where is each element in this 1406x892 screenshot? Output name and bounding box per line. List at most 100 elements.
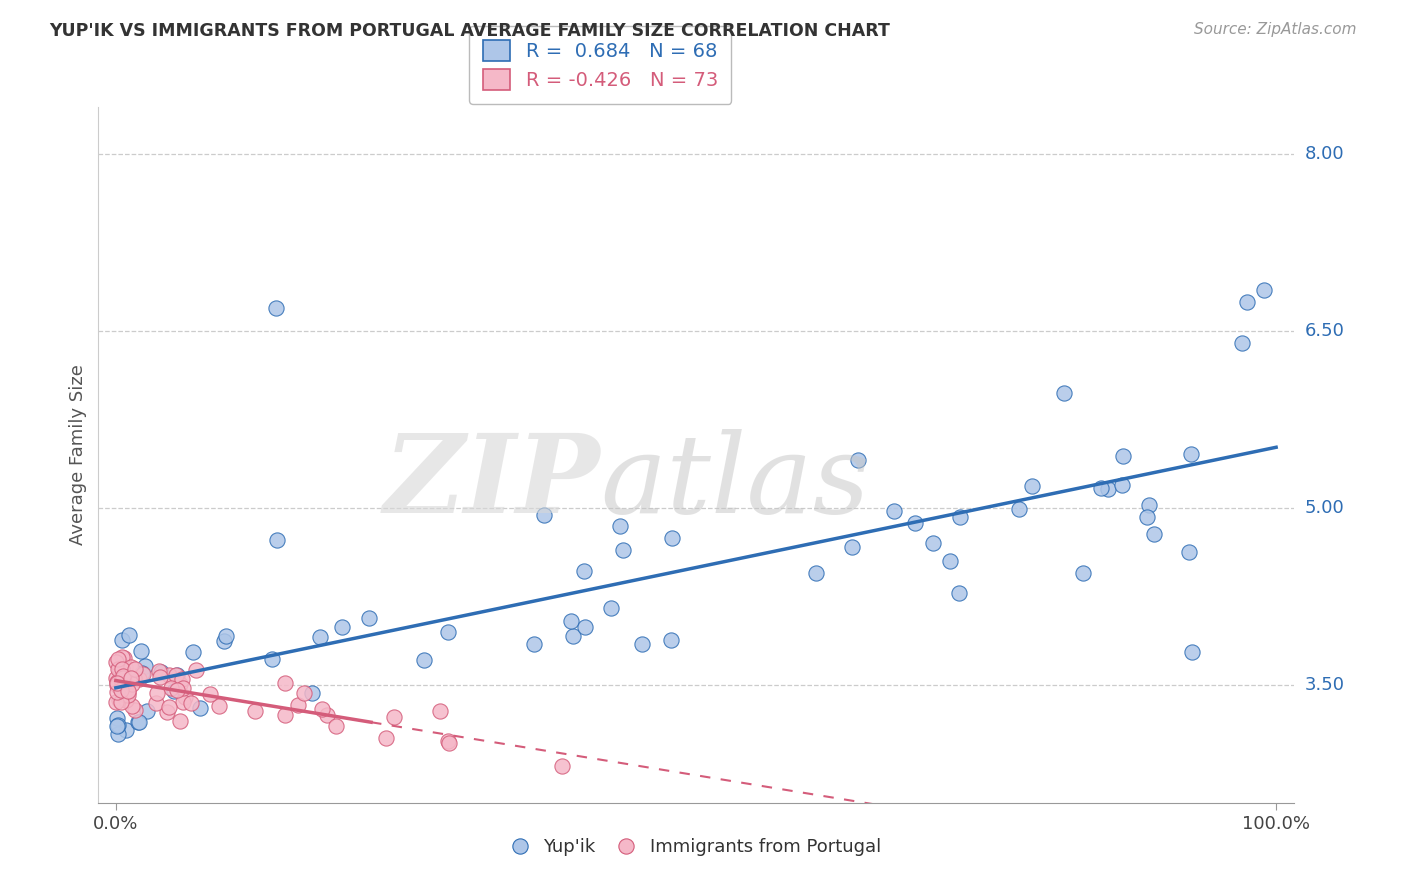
- Point: [949, 509, 972, 524]
- Point: [114, 693, 136, 707]
- Point: [1053, 386, 1076, 401]
- Point: [208, 698, 231, 713]
- Point: [169, 714, 191, 728]
- Point: [120, 660, 142, 674]
- Point: [117, 688, 139, 702]
- Point: [105, 677, 128, 691]
- Point: [325, 719, 347, 733]
- Point: [134, 659, 156, 673]
- Text: atlas: atlas: [600, 429, 870, 536]
- Point: [551, 759, 574, 773]
- Point: [114, 688, 136, 702]
- Point: [105, 719, 128, 733]
- Point: [1181, 645, 1204, 659]
- Point: [1177, 545, 1199, 559]
- Point: [107, 679, 129, 693]
- Point: [883, 503, 905, 517]
- Point: [105, 671, 128, 685]
- Text: Source: ZipAtlas.com: Source: ZipAtlas.com: [1194, 22, 1357, 37]
- Point: [156, 705, 179, 719]
- Point: [112, 687, 135, 701]
- Point: [939, 554, 962, 568]
- Point: [562, 629, 585, 643]
- Point: [117, 685, 139, 699]
- Point: [149, 670, 172, 684]
- Point: [107, 675, 129, 690]
- Point: [172, 681, 194, 696]
- Text: ZIP: ZIP: [384, 429, 600, 536]
- Point: [114, 660, 136, 674]
- Point: [105, 676, 128, 690]
- Point: [110, 683, 132, 698]
- Point: [301, 686, 323, 700]
- Point: [163, 683, 186, 698]
- Point: [359, 611, 381, 625]
- Point: [111, 662, 134, 676]
- Point: [1137, 498, 1160, 512]
- Point: [110, 695, 132, 709]
- Text: 8.00: 8.00: [1305, 145, 1344, 163]
- Point: [198, 687, 221, 701]
- Point: [111, 632, 134, 647]
- Point: [245, 704, 267, 718]
- Point: [170, 673, 193, 687]
- Point: [1112, 450, 1135, 464]
- Point: [1136, 510, 1159, 524]
- Point: [903, 516, 925, 530]
- Point: [117, 683, 139, 698]
- Point: [112, 668, 135, 682]
- Point: [112, 651, 135, 665]
- Point: [188, 700, 211, 714]
- Point: [111, 675, 134, 690]
- Point: [180, 696, 202, 710]
- Point: [127, 715, 149, 730]
- Point: [533, 508, 555, 523]
- Point: [215, 629, 238, 643]
- Point: [1097, 482, 1119, 496]
- Point: [172, 695, 194, 709]
- Point: [1111, 477, 1133, 491]
- Point: [105, 711, 128, 725]
- Point: [148, 664, 170, 678]
- Point: [124, 662, 146, 676]
- Point: [523, 637, 546, 651]
- Point: [184, 663, 207, 677]
- Point: [600, 601, 623, 615]
- Point: [659, 632, 682, 647]
- Point: [308, 630, 330, 644]
- Point: [384, 710, 406, 724]
- Legend: Yup'ik, Immigrants from Portugal: Yup'ik, Immigrants from Portugal: [503, 831, 889, 863]
- Point: [135, 704, 157, 718]
- Point: [1180, 448, 1202, 462]
- Point: [292, 686, 315, 700]
- Point: [330, 620, 353, 634]
- Point: [145, 696, 167, 710]
- Point: [149, 665, 172, 679]
- Point: [124, 703, 146, 717]
- Point: [439, 736, 461, 750]
- Point: [572, 564, 595, 578]
- Point: [274, 676, 297, 690]
- Point: [128, 715, 150, 730]
- Point: [107, 684, 129, 698]
- Point: [612, 542, 634, 557]
- Point: [630, 637, 652, 651]
- Y-axis label: Average Family Size: Average Family Size: [69, 365, 87, 545]
- Point: [122, 671, 145, 685]
- Point: [121, 677, 143, 691]
- Point: [107, 661, 129, 675]
- Point: [131, 666, 153, 681]
- Point: [121, 698, 143, 713]
- Point: [922, 536, 945, 550]
- Point: [287, 698, 309, 712]
- Point: [948, 586, 970, 600]
- Point: [146, 686, 169, 700]
- Text: 3.50: 3.50: [1305, 676, 1344, 694]
- Point: [129, 643, 152, 657]
- Point: [315, 707, 337, 722]
- Point: [132, 666, 155, 681]
- Point: [661, 531, 683, 545]
- Point: [212, 633, 235, 648]
- Point: [429, 704, 451, 718]
- Point: [128, 673, 150, 687]
